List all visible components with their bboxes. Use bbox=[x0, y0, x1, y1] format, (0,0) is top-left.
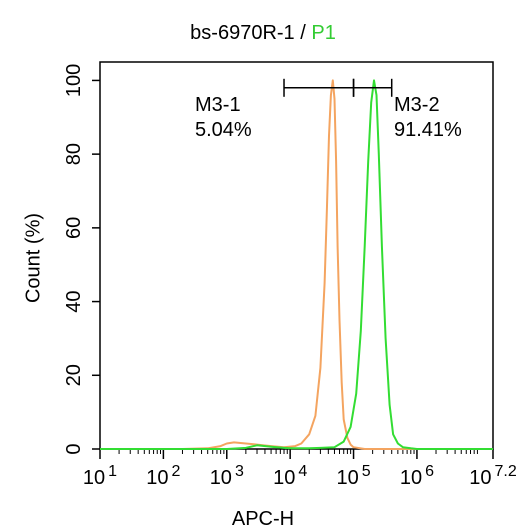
chart-title: bs-6970R-1 / P1 bbox=[0, 22, 526, 45]
chart-title-gate: P1 bbox=[311, 22, 336, 44]
gate-percent-m3-2: 91.41% bbox=[394, 119, 462, 141]
y-tick-label: 40 bbox=[63, 290, 85, 312]
y-tick-label: 60 bbox=[63, 217, 85, 239]
y-axis-label: Count (%) bbox=[22, 212, 45, 304]
x-tick-label: 10 7.2 bbox=[469, 463, 517, 489]
gate-name-m3-1: M3-1 bbox=[195, 94, 241, 116]
y-tick-label: 100 bbox=[63, 64, 85, 97]
gate-label-m3-1: M3-1 5.04% bbox=[195, 93, 252, 143]
x-tick-label: 10 4 bbox=[273, 463, 307, 489]
y-tick-label: 20 bbox=[63, 364, 85, 386]
histogram-series-1 bbox=[100, 79, 493, 450]
gate-percent-m3-1: 5.04% bbox=[195, 119, 252, 141]
chart-title-sample: bs-6970R-1 bbox=[190, 22, 295, 44]
gate-name-m3-2: M3-2 bbox=[394, 94, 440, 116]
histogram-series-2 bbox=[100, 79, 493, 450]
x-tick-label: 10 2 bbox=[146, 463, 180, 489]
y-tick-label: 0 bbox=[63, 443, 85, 454]
x-tick-label: 10 3 bbox=[210, 463, 244, 489]
x-tick-label: 10 6 bbox=[400, 463, 434, 489]
gate-label-m3-2: M3-2 91.41% bbox=[394, 93, 462, 143]
x-tick-label: 10 1 bbox=[83, 463, 117, 489]
y-tick-label: 80 bbox=[63, 143, 85, 165]
x-tick-label: 10 5 bbox=[336, 463, 370, 489]
x-axis-label: APC-H bbox=[231, 508, 295, 530]
chart-title-separator: / bbox=[294, 22, 312, 44]
